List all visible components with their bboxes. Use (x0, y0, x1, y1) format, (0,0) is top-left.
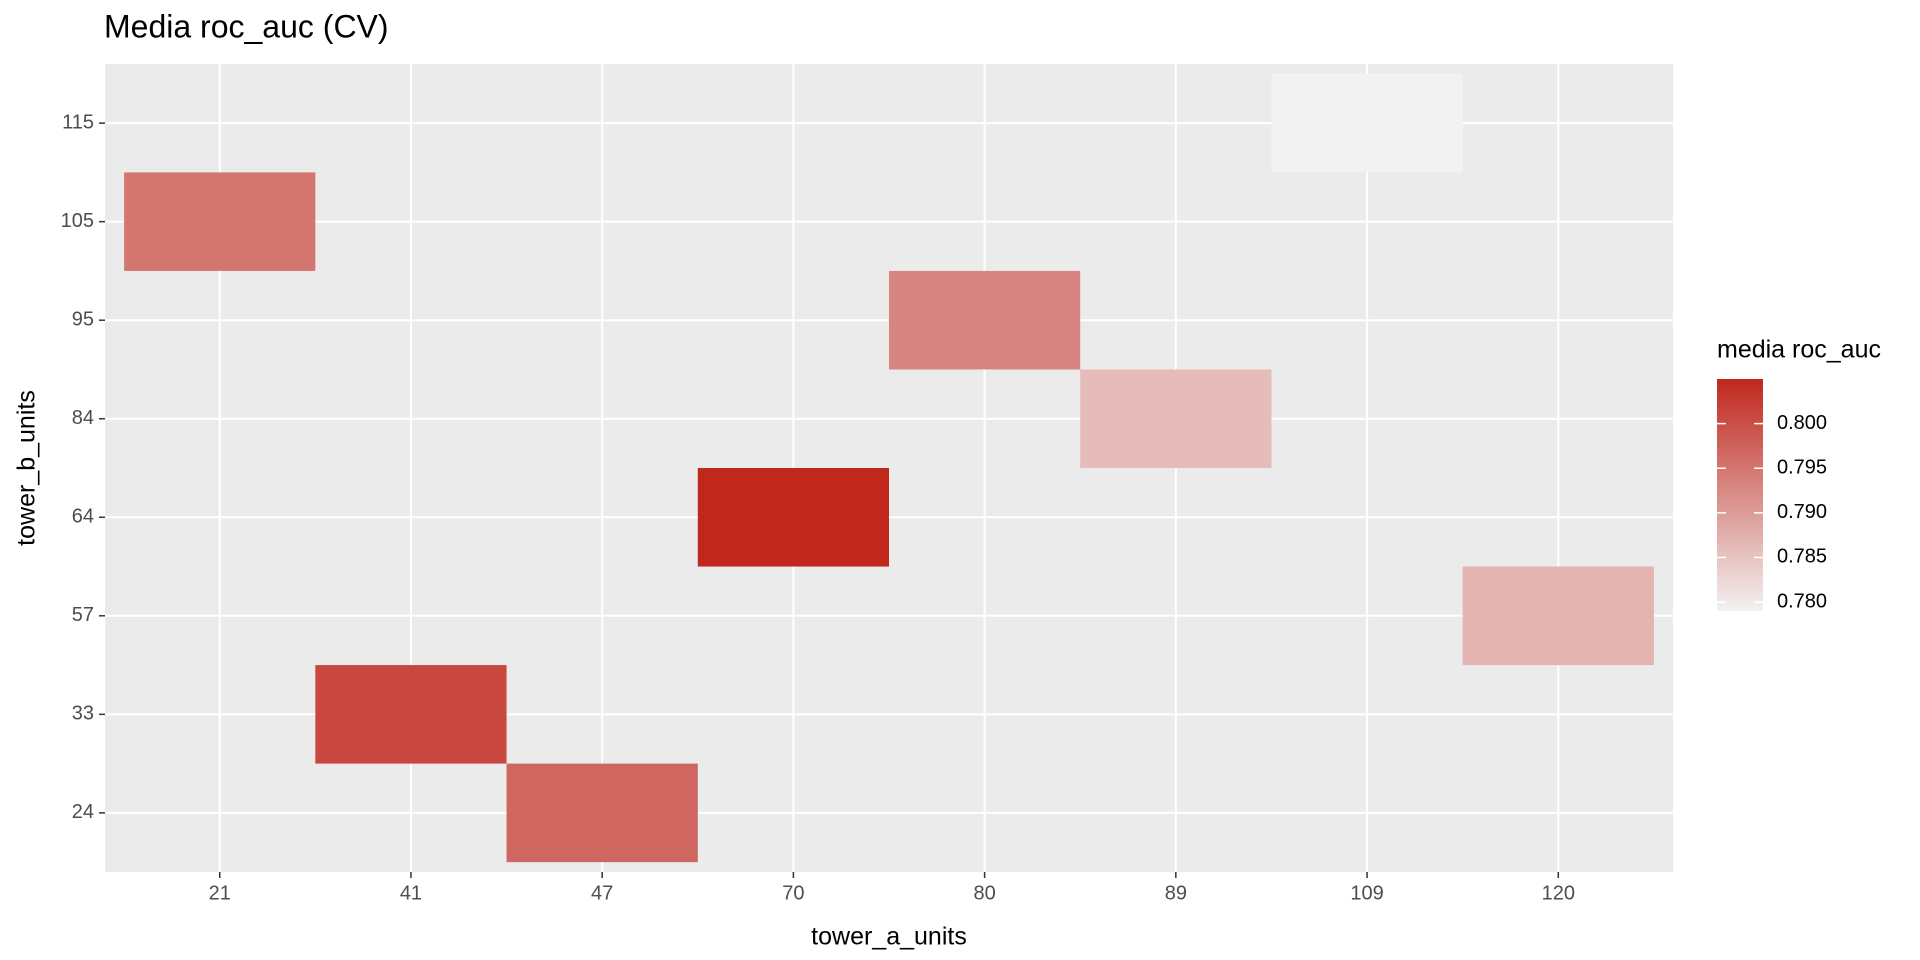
colorbar-tick-label: 0.785 (1777, 546, 1827, 568)
x-tick-label: 21 (209, 882, 231, 904)
y-tick-label: 57 (72, 604, 94, 626)
x-tick-label: 89 (1165, 882, 1187, 904)
y-tick-label: 64 (72, 506, 94, 528)
x-tick-label: 80 (973, 882, 995, 904)
y-tick-label: 24 (72, 801, 94, 823)
y-tick-label: 105 (61, 210, 94, 232)
chart-title: Media roc_auc (CV) (104, 8, 389, 44)
colorbar-tick-label: 0.790 (1777, 501, 1827, 523)
heatmap-cell (315, 665, 507, 764)
x-tick-label: 70 (782, 882, 804, 904)
colorbar-tick-label: 0.795 (1777, 457, 1827, 479)
y-axis-title: tower_b_units (13, 390, 41, 546)
colorbar (1717, 379, 1763, 611)
x-axis-title: tower_a_units (811, 923, 967, 951)
heatmap-cell (1080, 369, 1272, 468)
colorbar-tick-label: 0.780 (1777, 590, 1827, 612)
heatmap-cell (124, 172, 316, 271)
heatmap-cell (1462, 566, 1654, 666)
heatmap-cell (1271, 73, 1463, 173)
colorbar-tick-label: 0.800 (1777, 412, 1827, 434)
heatmap-cell (889, 270, 1081, 370)
y-tick-label: 115 (62, 111, 94, 133)
x-tick-label: 41 (400, 882, 422, 904)
y-tick-label: 33 (72, 703, 94, 725)
heatmap-cell (697, 468, 889, 567)
x-tick-label: 47 (591, 882, 613, 904)
x-tick-label: 120 (1542, 882, 1575, 904)
legend-title: media roc_auc (1717, 336, 1881, 364)
y-tick-label: 95 (72, 308, 94, 330)
x-tick-label: 109 (1350, 882, 1383, 904)
heatmap-cell (506, 763, 698, 863)
y-tick-label: 84 (72, 407, 94, 429)
